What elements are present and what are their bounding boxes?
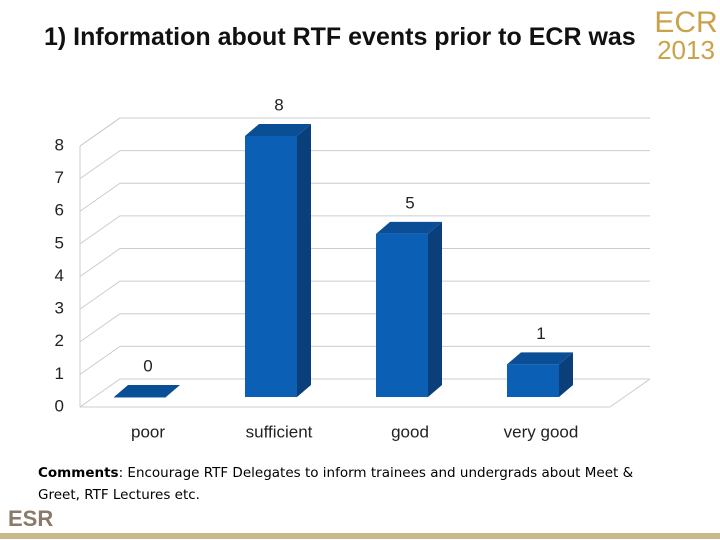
grid-line [79,313,650,343]
x-tick-label: very good [504,422,579,441]
logo-name: ECR [654,6,717,39]
y-tick-label: 7 [55,168,64,187]
footer-logo: ESR [8,506,53,531]
bar [245,136,297,397]
grid-line [79,248,650,277]
logo-year: 2013 [657,35,715,65]
x-tick-label: good [391,422,429,441]
y-tick-label: 8 [55,135,64,154]
bar-top [114,385,180,397]
y-tick-label: 3 [55,299,64,318]
grid-line [79,150,650,180]
bar-side [297,124,311,397]
bar-top [376,221,442,234]
value-label: 5 [405,193,414,212]
chart-title: 1) Information about RTF events prior to… [44,23,636,51]
comment-label: Comments [38,465,119,481]
y-tick-label: 0 [55,396,64,415]
grid-line [79,215,650,245]
y-tick-label: 6 [55,201,64,220]
bar-top [245,124,311,136]
bar [376,233,428,397]
y-tick-label: 4 [55,266,64,285]
bar [507,364,559,397]
x-tick-label: poor [131,422,165,441]
grid-line [79,280,650,310]
y-tick-label: 1 [55,364,64,383]
y-tick-label: 2 [55,331,64,350]
bar-top [507,352,573,365]
bar-side [428,221,442,397]
value-label: 8 [274,95,283,114]
y-tick-label: 5 [55,233,64,252]
value-label: 1 [536,324,545,343]
x-tick-label: sufficient [246,422,313,441]
value-label: 0 [143,356,152,375]
grid-line [79,117,650,147]
grid-line [79,182,650,212]
grid-line [79,345,650,375]
bar [114,397,166,398]
comment: Comments: Encourage RTF Delegates to inf… [38,462,678,506]
comment-text: : Encourage RTF Delegates to inform trai… [38,465,634,503]
floor [80,378,651,408]
bar-side [559,352,573,397]
grid-line [79,378,650,408]
